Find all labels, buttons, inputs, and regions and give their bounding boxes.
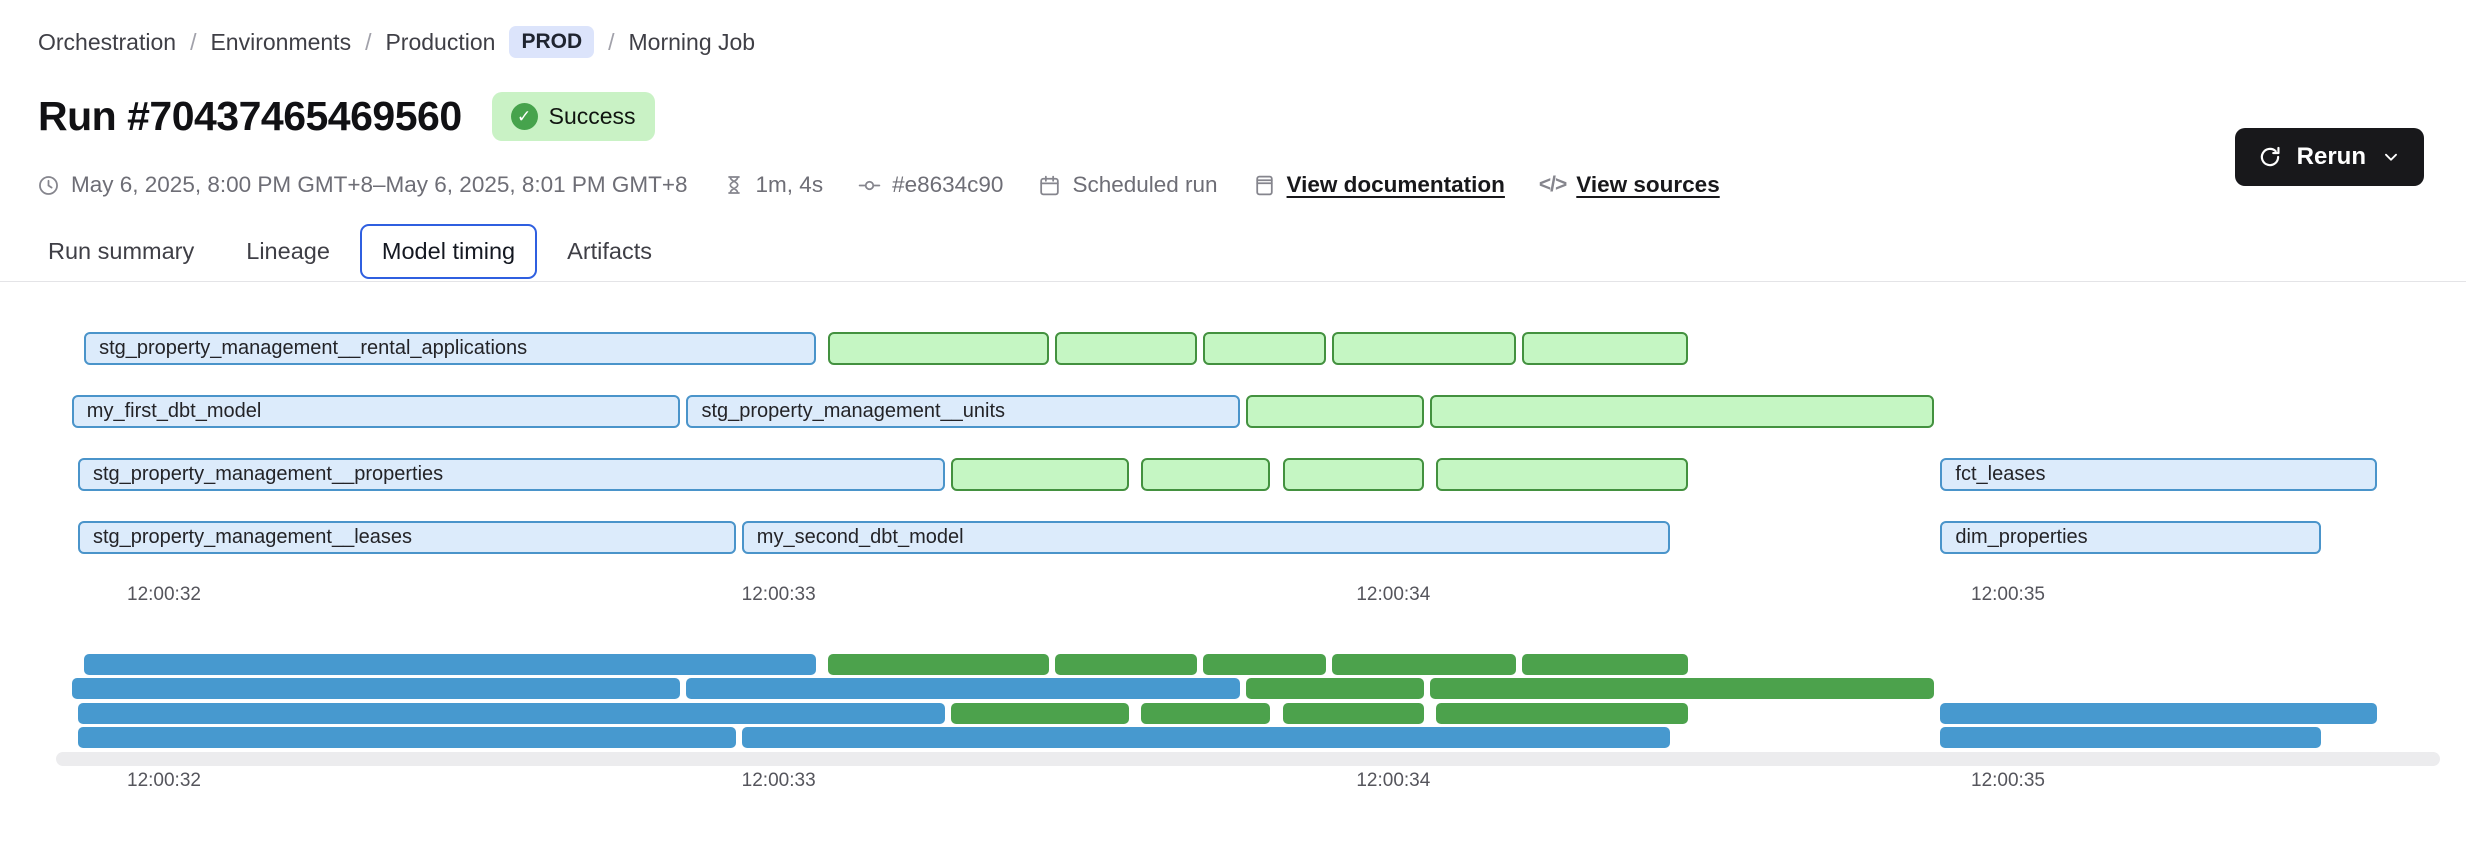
axis-tick-label: 12:00:35 (1971, 584, 2045, 605)
rerun-button[interactable]: Rerun (2234, 128, 2424, 186)
minimap-bar[interactable] (827, 654, 1050, 675)
clock-icon (39, 175, 58, 195)
minimap-bar[interactable] (1245, 678, 1425, 699)
axis-tick-label: 12:00:33 (741, 584, 816, 605)
gantt-bar-label: stg_property_management__rental_applicat… (99, 337, 528, 359)
view-documentation-link[interactable]: View documentation (1286, 172, 1505, 197)
gantt-bar-label: stg_property_management__leases (92, 526, 413, 548)
page-title: Run #70437465469560 (38, 93, 462, 139)
breadcrumb-separator: / (608, 28, 615, 55)
gantt-bar-label: dim_properties (1955, 526, 2088, 548)
title-row: Run #70437465469560 Success (38, 92, 655, 141)
minimap-bar[interactable] (1141, 703, 1271, 724)
minimap-bar[interactable] (950, 703, 1130, 724)
gantt-bar[interactable]: my_first_dbt_model (71, 395, 681, 428)
run-duration-text: 1m, 4s (755, 172, 824, 197)
environment-badge: PROD (509, 26, 595, 58)
run-commit-sha: #e8634c90 (892, 172, 1004, 197)
gantt-bar[interactable] (1245, 395, 1425, 428)
gantt-bar[interactable]: stg_property_management__rental_applicat… (84, 332, 816, 365)
tab-bar: Run summary Lineage Model timing Artifac… (26, 224, 674, 279)
calendar-icon (1040, 175, 1060, 195)
gantt-bar[interactable] (1282, 458, 1425, 491)
run-date-range: May 6, 2025, 8:00 PM GMT+8–May 6, 2025, … (36, 172, 688, 198)
gantt-bar[interactable] (1141, 458, 1271, 491)
gantt-bar[interactable] (1055, 332, 1197, 365)
minimap-bar[interactable] (1940, 703, 2377, 724)
axis-tick-label: 12:00:35 (1971, 770, 2045, 791)
view-sources-link[interactable]: View sources (1576, 172, 1720, 197)
documentation-icon (1255, 175, 1273, 195)
minimap-bar[interactable] (1055, 654, 1197, 675)
run-trigger-text: Scheduled run (1072, 172, 1218, 197)
gantt-bar[interactable] (1436, 458, 1689, 491)
tab-lineage[interactable]: Lineage (246, 238, 330, 264)
status-badge-label: Success (548, 103, 636, 129)
breadcrumb-separator: / (365, 28, 372, 55)
axis-tick-label: 12:00:34 (1356, 770, 1431, 791)
refresh-icon (2260, 146, 2280, 167)
run-trigger: Scheduled run (1037, 172, 1218, 198)
gantt-bar-label: fct_leases (1955, 463, 2046, 485)
gantt-bar-label: my_second_dbt_model (756, 526, 964, 548)
rerun-button-label: Rerun (2296, 143, 2366, 170)
breadcrumb-item-production[interactable]: Production (385, 28, 496, 55)
status-badge: Success (491, 92, 655, 141)
minimap-bar[interactable] (71, 678, 681, 699)
gantt-bar-label: stg_property_management__units (701, 400, 1005, 422)
commit-icon (858, 180, 881, 190)
breadcrumb-item-environments[interactable]: Environments (210, 28, 352, 55)
gantt-bar-label: my_first_dbt_model (86, 400, 262, 422)
tabs-divider (0, 281, 2466, 282)
minimap-bar[interactable] (1430, 678, 1935, 699)
gantt-bar[interactable] (950, 458, 1130, 491)
chevron-down-icon[interactable] (2380, 146, 2402, 168)
run-date-range-text: May 6, 2025, 8:00 PM GMT+8–May 6, 2025, … (71, 172, 688, 197)
gantt-bar[interactable]: my_second_dbt_model (741, 521, 1670, 554)
check-icon (510, 103, 538, 130)
breadcrumb: Orchestration / Environments / Productio… (38, 26, 755, 58)
view-sources: View sources (1539, 172, 1720, 198)
minimap-bar[interactable] (1331, 654, 1517, 675)
gantt-bar-label: stg_property_management__properties (92, 463, 444, 485)
breadcrumb-item-morning-job[interactable]: Morning Job (628, 28, 756, 55)
minimap-bar[interactable] (84, 654, 816, 675)
breadcrumb-separator: / (190, 28, 197, 55)
gantt-bar[interactable] (827, 332, 1050, 365)
gantt-bar[interactable]: fct_leases (1940, 458, 2377, 491)
run-meta-row: May 6, 2025, 8:00 PM GMT+8–May 6, 2025, … (36, 172, 1720, 198)
minimap-bar[interactable] (1202, 654, 1326, 675)
view-documentation: View documentation (1252, 172, 1505, 198)
tab-run-summary[interactable]: Run summary (48, 238, 195, 264)
run-commit: #e8634c90 (857, 172, 1003, 198)
minimap-bar[interactable] (741, 727, 1670, 748)
hourglass-icon (727, 176, 740, 194)
axis-tick-label: 12:00:32 (127, 584, 201, 605)
tab-artifacts[interactable]: Artifacts (567, 238, 653, 264)
axis-tick-label: 12:00:32 (127, 770, 201, 791)
run-duration: 1m, 4s (722, 172, 824, 198)
gantt-bar[interactable]: stg_property_management__leases (77, 521, 736, 554)
gantt-bar[interactable] (1430, 395, 1935, 428)
gantt-bar[interactable] (1522, 332, 1689, 365)
minimap-scrollbar[interactable] (56, 752, 2440, 766)
minimap-bar[interactable] (1940, 727, 2322, 748)
axis-tick-label: 12:00:34 (1356, 584, 1431, 605)
minimap-bar[interactable] (686, 678, 1240, 699)
gantt-bar[interactable]: dim_properties (1940, 521, 2322, 554)
minimap-bar[interactable] (1436, 703, 1689, 724)
minimap-bar[interactable] (77, 727, 736, 748)
gantt-bar[interactable]: stg_property_management__units (686, 395, 1240, 428)
gantt-bar[interactable] (1202, 332, 1326, 365)
minimap-bar[interactable] (1282, 703, 1425, 724)
axis-tick-label: 12:00:33 (741, 770, 816, 791)
tab-model-timing[interactable]: Model timing (359, 224, 538, 279)
minimap-bar[interactable] (77, 703, 945, 724)
breadcrumb-item-orchestration[interactable]: Orchestration (38, 28, 177, 55)
gantt-bar[interactable] (1331, 332, 1517, 365)
minimap-bar[interactable] (1522, 654, 1689, 675)
gantt-bar[interactable]: stg_property_management__properties (77, 458, 945, 491)
